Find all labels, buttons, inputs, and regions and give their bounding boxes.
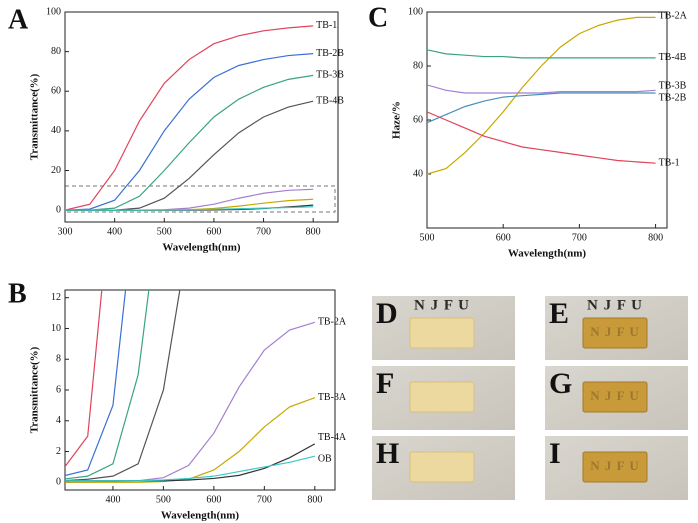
y-axis-title: Transmittance(%) <box>29 73 41 160</box>
x-tick-label: 400 <box>105 494 120 505</box>
x-tick-label: 600 <box>206 494 221 505</box>
x-tick-label: 800 <box>307 494 322 505</box>
series-label: OB <box>318 453 332 464</box>
sample <box>582 381 648 413</box>
photo-label: D <box>376 297 398 330</box>
sample <box>409 381 475 413</box>
x-tick-label: 800 <box>306 226 321 237</box>
y-tick-label: 10 <box>51 323 61 334</box>
data-line <box>65 397 316 483</box>
series-label: TB-4B <box>659 52 687 63</box>
data-line <box>65 290 103 468</box>
photo-caption: N J F U <box>587 297 643 313</box>
y-tick-label: 80 <box>413 60 423 71</box>
y-tick-label: 12 <box>51 292 61 303</box>
x-tick-label: 700 <box>257 494 272 505</box>
x-tick-label: 500 <box>420 232 435 243</box>
data-line <box>427 92 656 124</box>
x-tick-label: 500 <box>156 494 171 505</box>
photo-label: H <box>376 437 399 470</box>
y-tick-label: 60 <box>413 114 423 125</box>
panel-label: A <box>8 4 29 35</box>
series-label: TB-2B <box>659 92 687 103</box>
x-tick-label: 700 <box>256 226 271 237</box>
x-axis-title: Wavelength(nm) <box>508 248 587 260</box>
x-axis-title: Wavelength(nm) <box>161 510 240 522</box>
y-tick-label: 8 <box>56 354 61 365</box>
series-label: TB-4B <box>316 95 344 106</box>
y-tick-label: 0 <box>56 204 61 215</box>
x-tick-label: 800 <box>648 232 663 243</box>
plot-frame <box>64 11 339 223</box>
data-line <box>65 321 315 483</box>
data-line <box>427 49 656 59</box>
x-tick-label: 400 <box>107 226 122 237</box>
sample <box>409 317 475 349</box>
sample-text: N J F U <box>590 324 640 339</box>
photo-caption: N J F U <box>414 297 470 313</box>
data-line <box>65 206 314 211</box>
series-label: TB-3A <box>318 392 347 403</box>
data-line <box>65 53 314 211</box>
data-line <box>65 290 150 480</box>
zoom-box <box>64 185 336 213</box>
y-tick-label: 4 <box>56 415 61 426</box>
data-line <box>65 25 314 211</box>
sample-text: N J F U <box>590 458 640 473</box>
series-label: TB-3B <box>316 70 344 81</box>
data-line <box>427 16 656 175</box>
series-label: TB-2A <box>318 317 347 328</box>
y-tick-label: 100 <box>46 6 61 17</box>
y-tick-label: 80 <box>51 46 61 57</box>
series-label: TB-2B <box>316 48 344 59</box>
y-tick-label: 6 <box>56 384 61 395</box>
data-line <box>427 111 656 164</box>
sample <box>582 317 648 349</box>
data-line <box>65 74 314 211</box>
sample <box>409 451 475 483</box>
data-line <box>65 100 314 211</box>
data-line <box>65 290 181 482</box>
y-tick-label: 20 <box>51 165 61 176</box>
y-tick-label: 2 <box>56 446 61 457</box>
series-label: TB-1 <box>659 157 680 168</box>
data-line <box>65 443 316 482</box>
panel-label: B <box>8 278 27 309</box>
x-tick-label: 300 <box>58 226 73 237</box>
photo-label: E <box>549 297 569 330</box>
plot-frame <box>64 289 336 491</box>
x-axis-title: Wavelength(nm) <box>162 242 241 254</box>
x-tick-label: 600 <box>206 226 221 237</box>
data-line <box>65 455 315 482</box>
y-tick-label: 40 <box>413 168 423 179</box>
y-axis-title: Haze/% <box>391 101 403 139</box>
plot-frame <box>426 11 668 229</box>
data-line <box>65 188 314 211</box>
x-tick-label: 500 <box>157 226 172 237</box>
series-label: TB-4A <box>318 432 347 443</box>
data-line <box>427 84 656 94</box>
series-label: TB-2A <box>659 10 688 21</box>
sample-text: N J F U <box>590 388 640 403</box>
x-tick-label: 700 <box>572 232 587 243</box>
y-tick-label: 40 <box>51 125 61 136</box>
data-line <box>65 290 127 477</box>
sample <box>582 451 648 483</box>
y-axis-title: Transmittance(%) <box>29 346 41 433</box>
photo-label: I <box>549 437 561 470</box>
y-tick-label: 0 <box>56 477 61 488</box>
series-label: TB-1 <box>316 20 337 31</box>
series-label: TB-3B <box>659 81 687 92</box>
panel-label: C <box>368 2 388 33</box>
photo-label: F <box>376 367 394 400</box>
y-tick-label: 60 <box>51 86 61 97</box>
y-tick-label: 100 <box>408 6 423 17</box>
x-tick-label: 600 <box>496 232 511 243</box>
photo-label: G <box>549 367 572 400</box>
